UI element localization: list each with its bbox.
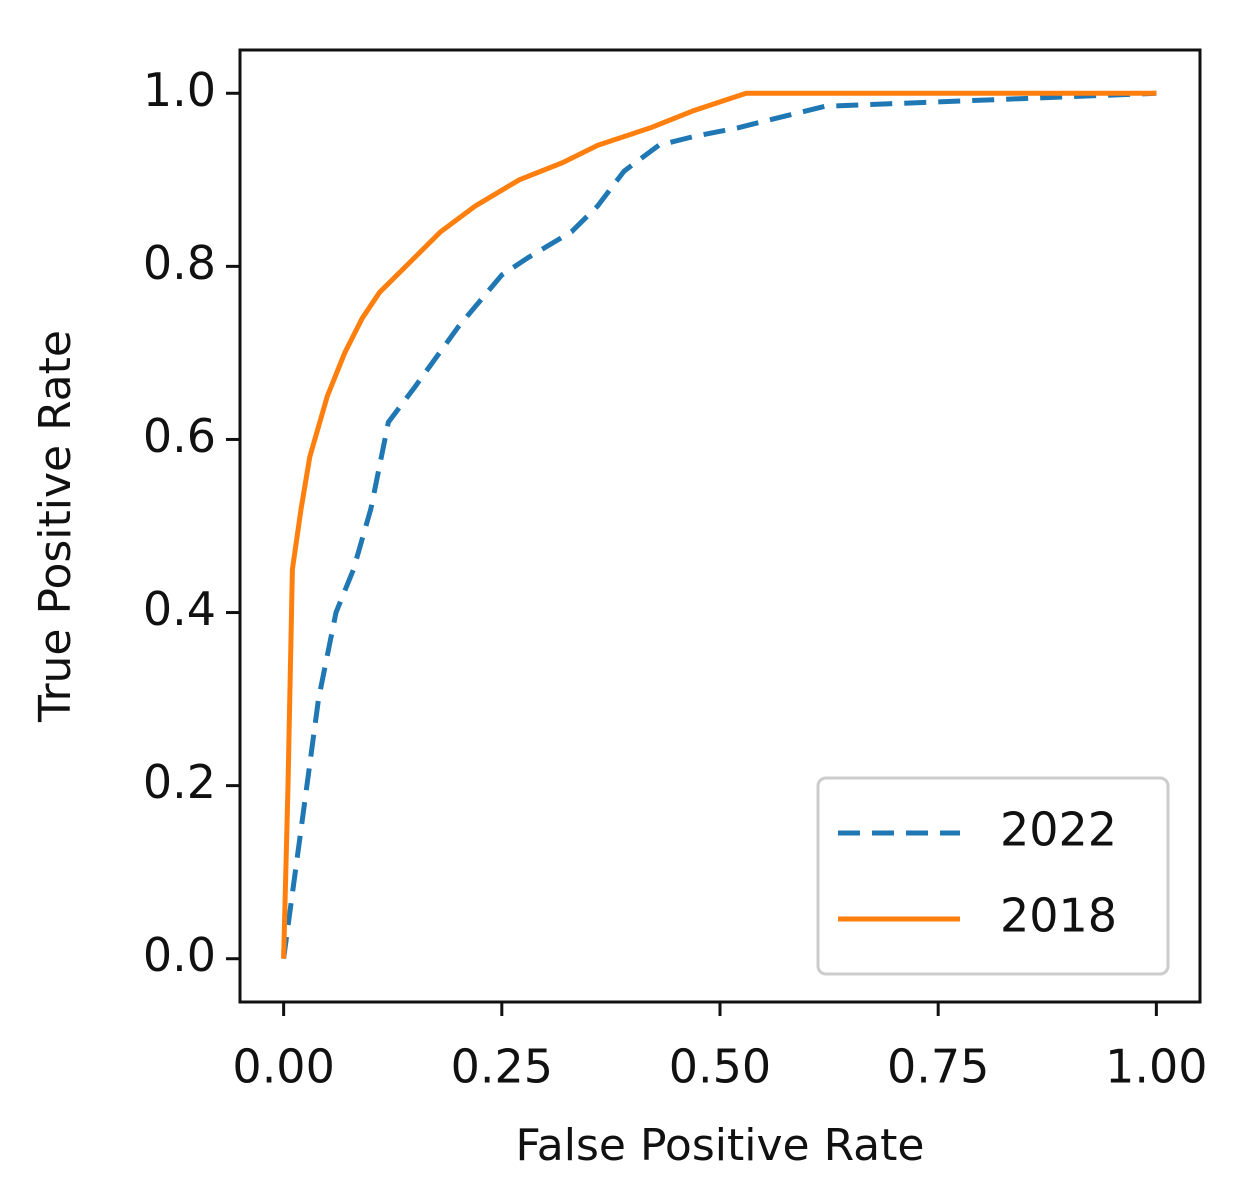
legend: 2022 2018	[816, 776, 1170, 976]
y-axis-label: True Positive Rate	[30, 330, 81, 723]
x-tick-label: 0.50	[669, 1040, 771, 1094]
legend-label: 2022	[1000, 803, 1117, 857]
x-axis-label: False Positive Rate	[516, 1120, 925, 1171]
y-tick-label: 1.0	[143, 63, 216, 117]
line-series	[281, 90, 1157, 960]
y-tick-label: 0.6	[143, 409, 216, 463]
legend-label: 2018	[1000, 889, 1117, 943]
y-tick-label: 0.4	[143, 582, 216, 636]
plot-frame	[238, 48, 1202, 1004]
y-tick-label: 0.8	[143, 236, 216, 290]
legend-box	[816, 776, 1170, 976]
x-tick-label: 1.00	[1105, 1040, 1207, 1094]
x-tick-label: 0.00	[232, 1040, 334, 1094]
x-tick-label: 0.25	[451, 1040, 553, 1094]
line-series	[281, 90, 1157, 959]
y-tick-label: 0.2	[143, 755, 216, 809]
y-tick-label: 0.0	[143, 928, 216, 982]
x-tick-label: 0.75	[887, 1040, 989, 1094]
